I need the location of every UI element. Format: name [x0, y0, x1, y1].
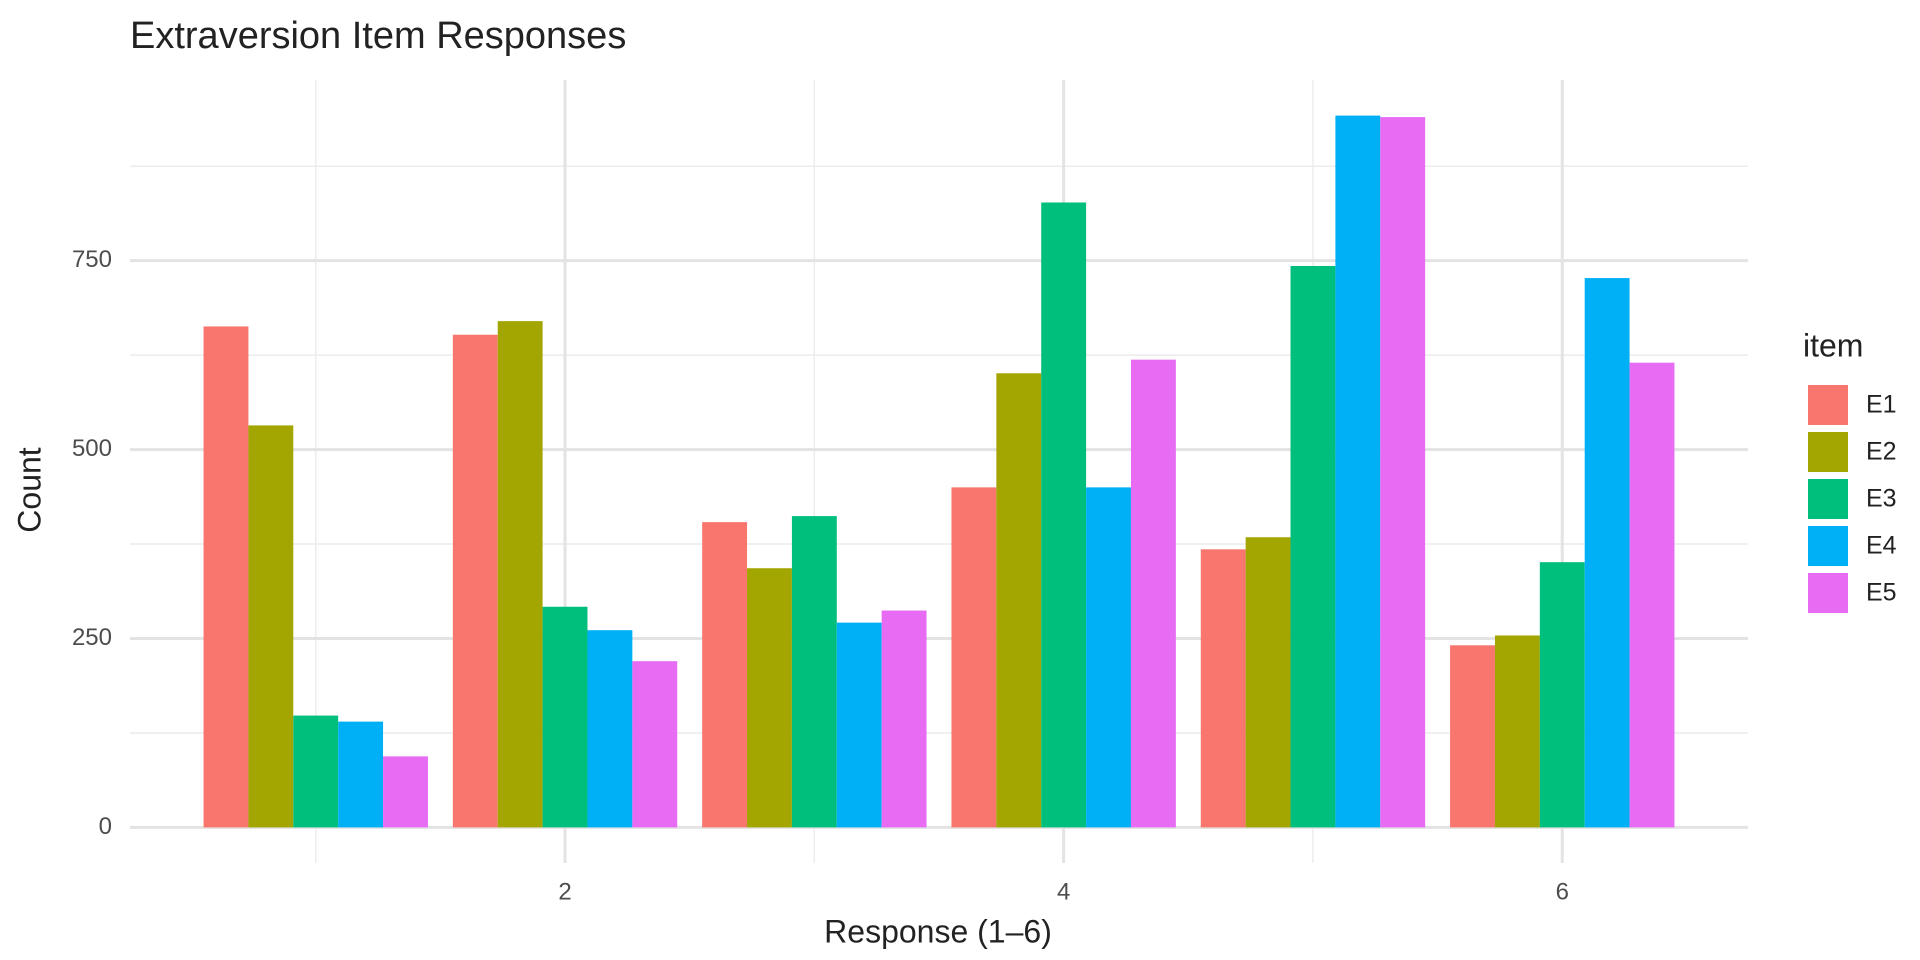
bar — [1245, 537, 1291, 828]
legend-title: item — [1803, 327, 1863, 363]
bar — [702, 522, 748, 828]
bar — [881, 610, 927, 828]
bar — [203, 326, 249, 828]
bar — [632, 661, 678, 828]
legend-swatch — [1808, 432, 1848, 472]
bar — [1539, 562, 1585, 828]
legend-swatch — [1808, 573, 1848, 613]
legend-label: E4 — [1866, 532, 1897, 560]
legend-swatch — [1808, 526, 1848, 566]
x-tick-label: 6 — [1556, 878, 1569, 905]
x-tick-label: 4 — [1057, 878, 1070, 905]
bar — [951, 487, 997, 828]
bar — [1584, 278, 1630, 828]
y-axis-title: Count — [11, 447, 47, 533]
y-tick-label: 750 — [72, 246, 112, 273]
bar — [747, 568, 792, 828]
bar — [1450, 645, 1495, 828]
bar — [996, 373, 1042, 828]
x-tick-label: 2 — [558, 878, 571, 905]
bar — [587, 630, 633, 828]
bar — [1041, 202, 1087, 828]
bar — [1494, 635, 1540, 828]
legend-swatch — [1808, 385, 1848, 425]
bar — [1290, 265, 1336, 828]
bar — [383, 756, 428, 828]
bar — [1335, 115, 1381, 828]
bar — [497, 321, 543, 828]
legend-swatch — [1808, 479, 1848, 519]
bar — [791, 516, 837, 828]
bar — [1380, 117, 1426, 828]
x-axis-title: Response (1–6) — [824, 913, 1052, 949]
bar — [452, 334, 498, 828]
bar — [293, 715, 339, 828]
bar — [836, 622, 882, 828]
bar — [1130, 359, 1176, 828]
bar — [248, 425, 294, 828]
legend-label: E2 — [1866, 438, 1897, 466]
bar — [1629, 362, 1675, 828]
bar — [1086, 487, 1131, 828]
legend-label: E3 — [1866, 485, 1897, 513]
y-tick-label: 250 — [72, 624, 112, 651]
bar — [338, 721, 384, 828]
legend-label: E5 — [1866, 579, 1897, 607]
y-tick-label: 0 — [99, 813, 112, 840]
y-tick-label: 500 — [72, 435, 112, 462]
chart-title: Extraversion Item Responses — [130, 15, 626, 57]
bar — [542, 606, 588, 828]
bar — [1200, 549, 1246, 828]
legend-label: E1 — [1866, 391, 1897, 419]
